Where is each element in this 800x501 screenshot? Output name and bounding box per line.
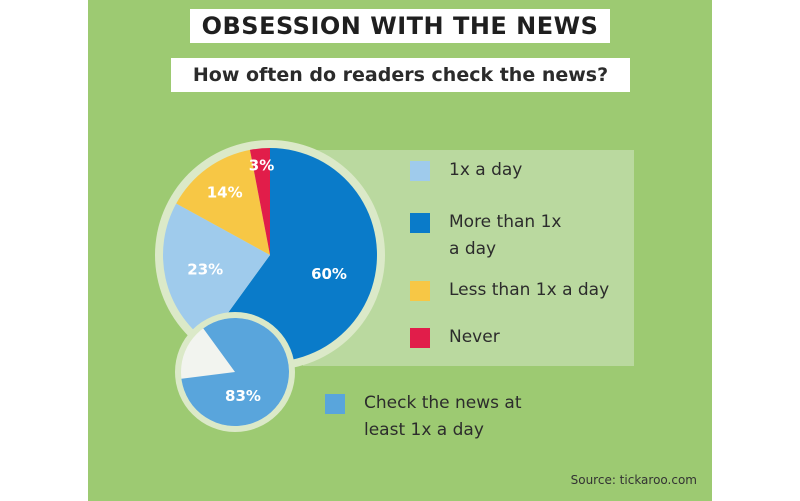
legend-swatch-one-per-day: [410, 161, 430, 181]
legend-item-one-per-day: 1x a day: [410, 160, 522, 184]
pie-slice-1x-a-day: [163, 203, 270, 342]
legend-swatch-more-than-one: [410, 213, 430, 233]
pie-label-more-than-1x-a-day: 60%: [311, 265, 347, 283]
main-pie: 60% 23% 14% 3%: [163, 148, 377, 362]
chart-subtitle: How often do readers check the news?: [192, 64, 609, 86]
chart-title: OBSESSION WITH THE NEWS: [201, 12, 599, 40]
legend-swatch-less-than-one: [410, 281, 430, 301]
legend-label-at-least-one: Check the news at least 1x a day: [364, 393, 522, 440]
legend-label-never: Never: [449, 327, 500, 347]
small-pie: 83%: [181, 318, 290, 426]
pie-slice-never: [249, 148, 270, 255]
pie-slice-at-least-once: [181, 318, 290, 426]
source-credit: Source: tickaroo.com: [570, 473, 697, 487]
pie-label-never: 3%: [249, 157, 274, 175]
title-banner: OBSESSION WITH THE NEWS: [190, 9, 610, 43]
legend-label-more-than-one: More than 1x a day: [449, 212, 562, 259]
legend-item-never: Never: [410, 327, 500, 351]
legend-swatch-never: [410, 328, 430, 348]
legend-item-at-least-one: Check the news at least 1x a day: [325, 393, 521, 444]
legend-label-less-than-one: Less than 1x a day: [449, 280, 610, 300]
subtitle-banner: How often do readers check the news?: [171, 58, 630, 92]
pie-label-1x-a-day: 23%: [187, 260, 223, 278]
pie-slice-more-than-1x-a-day: [207, 148, 377, 362]
legend-item-less-than-one: Less than 1x a day: [410, 280, 609, 304]
legend-swatch-at-least-one: [325, 394, 345, 414]
pie-label-at-least-once: 83%: [225, 387, 261, 405]
legend-label-one-per-day: 1x a day: [449, 160, 523, 180]
legend-item-more-than-one: More than 1x a day: [410, 212, 561, 263]
pie-slice-less-than-1x-a-day: [176, 149, 270, 255]
pie-label-less-than-1x-a-day: 14%: [207, 184, 243, 202]
